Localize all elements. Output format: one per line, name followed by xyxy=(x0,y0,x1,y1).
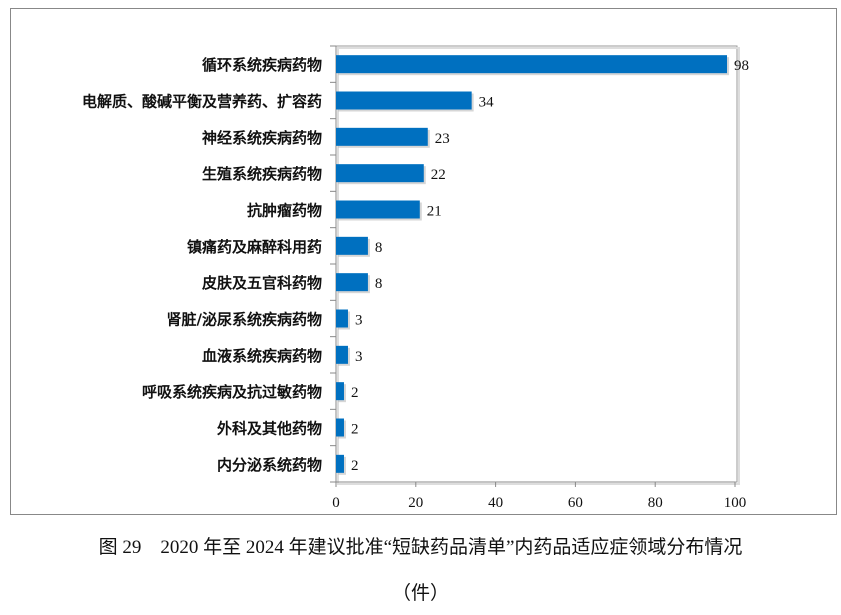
bar xyxy=(336,164,424,183)
x-tick-label: 0 xyxy=(332,495,340,511)
data-label: 8 xyxy=(375,240,383,256)
category-label: 生殖系统疾病药物 xyxy=(202,165,322,183)
category-label: 血液系统疾病药物 xyxy=(202,347,322,365)
bar xyxy=(336,382,344,401)
category-label: 内分泌系统药物 xyxy=(217,456,322,474)
figure-caption: 图 29 2020 年至 2024 年建议批准“短缺药品清单”内药品适应症领域分… xyxy=(98,537,743,558)
bar xyxy=(336,200,420,219)
x-tick-label: 40 xyxy=(488,495,503,511)
x-tick-label: 60 xyxy=(568,495,583,511)
category-label: 皮肤及五官科药物 xyxy=(202,274,322,292)
x-tick-label: 80 xyxy=(648,495,663,511)
bar xyxy=(336,127,428,146)
bar xyxy=(336,454,344,473)
category-label: 肾脏/泌尿系统疾病药物 xyxy=(167,311,322,329)
data-label: 3 xyxy=(355,313,363,329)
x-tick-label: 20 xyxy=(408,495,423,511)
category-label: 外科及其他药物 xyxy=(216,420,322,438)
data-label: 2 xyxy=(351,458,359,474)
bar xyxy=(336,309,348,328)
category-label: 神经系统疾病药物 xyxy=(202,129,322,147)
bar xyxy=(336,91,472,110)
plot-area-shadow xyxy=(337,47,740,485)
figure-unit: （件） xyxy=(391,583,449,604)
bar xyxy=(336,273,368,292)
bar xyxy=(336,236,368,255)
data-label: 2 xyxy=(351,385,359,401)
chart-frame xyxy=(10,8,837,515)
category-label: 循环系统疾病药物 xyxy=(202,56,322,74)
data-label: 21 xyxy=(427,204,442,220)
category-label: 电解质、酸碱平衡及营养药、扩容药 xyxy=(82,93,322,111)
category-label: 镇痛药及麻醉科用药 xyxy=(187,238,322,256)
data-label: 2 xyxy=(351,422,359,438)
data-label: 34 xyxy=(479,95,495,111)
data-label: 8 xyxy=(375,276,383,292)
data-label: 3 xyxy=(355,349,363,365)
bar xyxy=(336,55,728,74)
bar xyxy=(336,418,344,437)
data-label: 23 xyxy=(435,131,450,147)
category-label: 抗肿瘤药物 xyxy=(247,202,322,220)
bar xyxy=(336,345,348,364)
data-label: 98 xyxy=(734,58,749,74)
category-label: 呼吸系统疾病及抗过敏药物 xyxy=(142,383,322,401)
x-tick-label: 100 xyxy=(724,495,747,511)
data-label: 22 xyxy=(431,167,446,183)
